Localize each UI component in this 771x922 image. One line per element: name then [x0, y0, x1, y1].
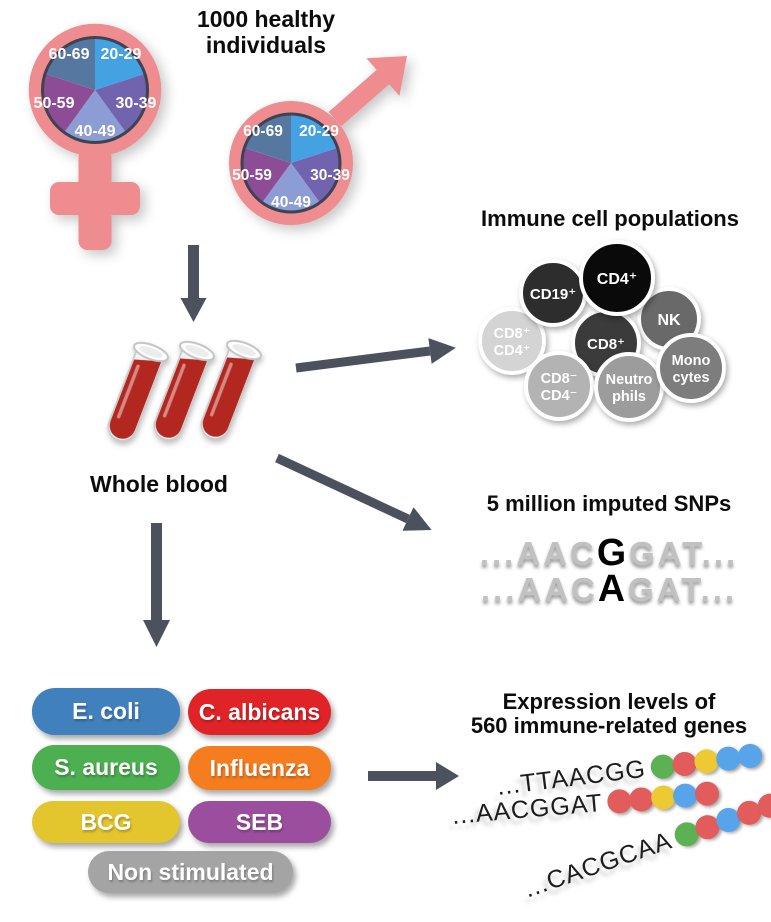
age-label: 60-69: [49, 46, 90, 63]
blood-tubes-icon: [107, 339, 262, 442]
pie-slice-60-69: [45, 38, 95, 90]
arrow-head: [402, 507, 432, 531]
arrow-down-to-blood-icon: [180, 245, 207, 322]
svg-text:CD19⁺: CD19⁺: [530, 286, 576, 303]
age-label: 20-29: [299, 123, 339, 140]
snp-sequence-row: ...AACAGAT...: [448, 567, 770, 610]
svg-text:CD8⁻: CD8⁻: [541, 371, 578, 387]
pie-slice-30-39: [95, 73, 147, 133]
female-cross-bar: [50, 182, 140, 215]
cohort-title-line1: 1000 healthy: [196, 6, 336, 32]
cohort-title-line2: individuals: [205, 32, 327, 58]
arrow-shaft: [295, 346, 431, 373]
svg-text:NK: NK: [657, 312, 681, 329]
cell-cd19pos: CD19⁺: [519, 259, 587, 327]
stimulus-pill-seb: SEB: [188, 801, 331, 843]
pie-slice-20-29: [95, 38, 145, 90]
pie-slice-60-69: [244, 114, 291, 163]
arrow-to-expression-icon: [368, 762, 459, 790]
sequence-flank: GAT...: [629, 535, 739, 572]
whole-blood-label: Whole blood: [90, 471, 228, 497]
svg-text:cytes: cytes: [672, 370, 709, 386]
sequence-flank: GAT...: [628, 571, 738, 608]
expression-title: Expression levels of 560 immune-related …: [450, 690, 768, 738]
age-label: 30-39: [116, 95, 157, 112]
age-label: 50-59: [34, 95, 75, 112]
blood-tube-icon: [107, 341, 169, 442]
pie-outline: [240, 112, 342, 214]
age-label: 20-29: [101, 46, 142, 63]
pie-slice-40-49: [64, 90, 126, 142]
blood-tube-icon: [153, 340, 215, 441]
immune-cell-cluster: CD8⁺ CD4⁺ CD19⁺ NK CD8⁺ CD4⁺ CD8⁻: [478, 240, 726, 422]
expression-title-line1: Expression levels of: [502, 689, 716, 714]
cell-cd8pos-cd4pos: CD8⁺ CD4⁺: [478, 307, 546, 375]
expression-dot: [736, 742, 764, 770]
cell-cd8neg-cd4neg: CD8⁻ CD4⁻: [524, 351, 594, 421]
svg-text:CD8⁺: CD8⁺: [587, 336, 625, 353]
male-arrow: [328, 56, 407, 127]
arrow-down-to-stimulations-icon: [143, 523, 170, 647]
sequence-flank: ...AAC: [480, 571, 598, 608]
age-label: 40-49: [271, 194, 311, 211]
female-age-pie: 20-29 30-39 40-49 50-59 60-69: [34, 36, 157, 144]
svg-text:CD8⁺: CD8⁺: [494, 326, 531, 342]
cell-neutrophils: Neutro phils: [594, 352, 664, 422]
pie-slice-50-59: [43, 73, 95, 133]
snp-allele: G: [596, 531, 630, 573]
expression-title-line2: 560 immune-related genes: [470, 713, 748, 738]
female-symbol-icon: 20-29 30-39 40-49 50-59 60-69: [28, 23, 162, 250]
immune-cells-title: Immune cell populations: [481, 206, 739, 231]
stimulus-pill-calbicans: C. albicans: [188, 689, 331, 735]
stimulus-pill-ecoli: E. coli: [32, 688, 180, 735]
cell-cd4pos: CD4⁺: [579, 240, 655, 316]
pie-slice-50-59: [242, 148, 291, 203]
stimulus-pill-saureus: S. aureus: [32, 745, 180, 790]
cell-monocytes: Mono cytes: [656, 333, 726, 403]
svg-text:CD4⁻: CD4⁻: [541, 388, 578, 404]
svg-text:CD4⁺: CD4⁺: [597, 271, 637, 288]
snps-title: 5 million imputed SNPs: [486, 491, 732, 516]
sequence-flank: ...AAC: [479, 535, 597, 572]
age-label: 60-69: [243, 123, 283, 140]
snp-sequence-row: ...AACGGAT...: [448, 531, 770, 574]
snp-allele: A: [597, 567, 629, 609]
arrow-to-snps-icon: [275, 453, 432, 531]
male-age-pie: 20-29 30-39 40-49 50-59 60-69: [232, 112, 350, 214]
arrow-head: [436, 762, 459, 790]
stimulus-pill-influenza: Influenza: [188, 746, 331, 790]
pie-slice-30-39: [291, 148, 340, 203]
pie-slice-20-29: [291, 114, 338, 163]
age-label: 30-39: [310, 167, 350, 184]
pie-slice-40-49: [262, 163, 320, 212]
arrow-to-immune-cells-icon: [295, 338, 456, 373]
stimulus-pill-nonstimulated: Non stimulated: [88, 851, 293, 893]
expression-dot: [694, 780, 721, 807]
cohort-title: 1000 healthy individuals: [160, 6, 372, 58]
arrow-head: [428, 338, 456, 364]
age-label: 40-49: [75, 123, 116, 140]
pie-outline: [41, 36, 149, 144]
svg-text:CD4⁺: CD4⁺: [494, 343, 531, 359]
age-label: 50-59: [232, 167, 272, 184]
svg-text:phils: phils: [612, 389, 646, 405]
arrow-shaft: [275, 453, 410, 524]
svg-text:Mono: Mono: [672, 353, 711, 369]
svg-text:Neutro: Neutro: [606, 372, 653, 388]
male-symbol-icon: 20-29 30-39 40-49 50-59 60-69: [229, 56, 407, 225]
stimulus-pill-bcg: BCG: [32, 801, 180, 843]
blood-tube-icon: [200, 339, 262, 440]
